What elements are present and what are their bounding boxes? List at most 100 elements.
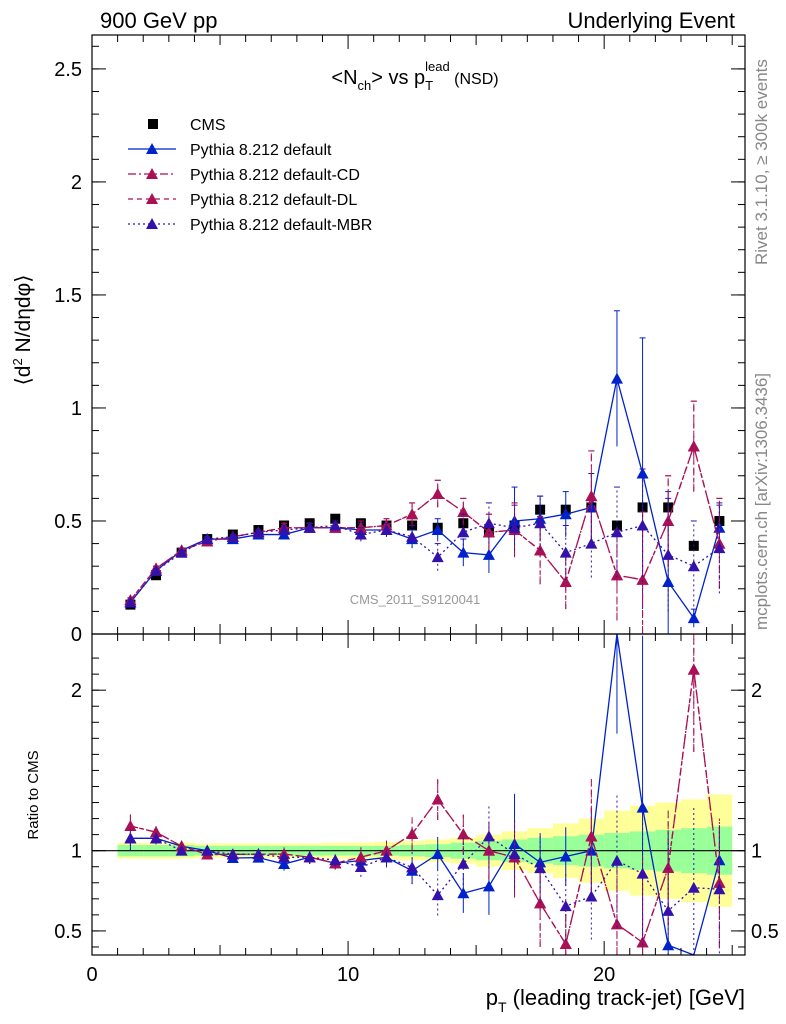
ratio-marker: [124, 832, 137, 844]
rivet-label: Rivet 3.1.10, ≥ 300k events: [752, 59, 771, 265]
series-line: [129, 444, 721, 601]
series-marker: [636, 573, 649, 585]
ratio-marker: [508, 848, 521, 860]
ratio-marker: [457, 828, 470, 840]
ratio-marker: [150, 832, 163, 844]
ratio-marker: [687, 881, 700, 893]
series-marker: [406, 530, 419, 542]
ratio-marker: [482, 880, 495, 892]
header-right: Underlying Event: [567, 8, 735, 33]
series-marker: [559, 576, 572, 588]
ratio-marker: [585, 890, 598, 902]
ratio-marker: [431, 889, 444, 901]
series-marker: [559, 508, 572, 520]
ratio-marker: [354, 861, 367, 873]
legend-marker: [146, 218, 158, 229]
series-marker: [380, 524, 393, 536]
ratio-marker: [278, 851, 291, 863]
series-marker: [482, 517, 495, 529]
series-marker: [687, 560, 700, 572]
ratio-marker: [406, 827, 419, 839]
series-line: [129, 444, 721, 601]
ratio-marker: [406, 861, 419, 873]
x-axis-label: pT (leading track-jet) [GeV]: [486, 985, 745, 1015]
series-marker: [252, 526, 265, 538]
series-marker: [610, 372, 623, 384]
ratio-marker: [559, 938, 572, 950]
ratio-tick-label: 0.5: [54, 921, 82, 943]
series-marker: [303, 521, 316, 533]
ratio-tick-label: 2: [71, 680, 82, 702]
ratio-tick-label-right: 1: [751, 841, 762, 863]
ratio-frame: [91, 633, 746, 956]
x-tick-label: 0: [86, 964, 97, 986]
ratio-marker: [329, 854, 342, 866]
ratio-marker: [380, 851, 393, 863]
ratio-tick-label-right: 0.5: [751, 921, 779, 943]
main-panel: 0 0.5 1 1.5 2 2.5: [54, 34, 746, 646]
ratio-panel: 0 10 20 0.5 0.5 1 1 2 2: [54, 633, 779, 986]
ratio-marker: [175, 844, 188, 856]
legend-label: Pythia 8.212 default-CD: [190, 167, 360, 184]
series-marker: [610, 569, 623, 581]
series-marker: [534, 517, 547, 529]
ratio-marker: [610, 854, 623, 866]
ratio-series-line: [130, 633, 721, 956]
y-tick-label: 2.5: [54, 59, 82, 81]
legend: CMS Pythia 8.212 default Pythia 8.212 defa…: [128, 117, 372, 234]
y-tick-label: 1.5: [54, 285, 82, 307]
series-marker: [278, 524, 291, 536]
y-tick-label: 1: [71, 398, 82, 420]
y-tick-label: 2: [71, 172, 82, 194]
x-tick-label: 10: [337, 964, 359, 986]
series-marker: [610, 526, 623, 538]
ratio-marker: [303, 851, 316, 863]
ratio-marker: [559, 900, 572, 912]
series-marker: [585, 537, 598, 549]
ratio-series-line: [130, 835, 720, 912]
ratio-marker: [636, 936, 649, 948]
series-marker: [329, 519, 342, 531]
series-marker: [662, 548, 675, 560]
ratio-marker: [559, 850, 572, 862]
series-marker: [508, 521, 521, 533]
series-marker: [559, 546, 572, 558]
series-marker: [585, 490, 598, 502]
ratio-marker: [662, 904, 675, 916]
cms-data-point: [330, 513, 341, 524]
ratio-marker: [482, 844, 495, 856]
ratio-marker: [201, 844, 214, 856]
series-marker: [662, 576, 675, 588]
x-tick-label: 20: [593, 964, 615, 986]
ratio-marker: [662, 861, 675, 873]
ratio-marker: [354, 851, 367, 863]
chart-title: <Nch> vs pTlead (NSD): [331, 59, 498, 93]
series-marker: [687, 440, 700, 452]
legend-cms-label: CMS: [190, 117, 226, 134]
ratio-y-axis-label: Ratio to CMS: [25, 750, 42, 839]
ratio-marker: [636, 867, 649, 879]
ratio-tick-label-right: 2: [751, 680, 762, 702]
series-marker: [431, 551, 444, 563]
y-axis-label: ⟨d2 N/dηdφ⟩: [10, 275, 35, 386]
series-marker: [406, 508, 419, 520]
ratio-marker: [431, 848, 444, 860]
series-marker: [354, 528, 367, 540]
ratio-marker: [226, 848, 239, 860]
ratio-marker: [380, 844, 393, 856]
ratio-marker: [636, 801, 649, 813]
ratio-marker: [482, 830, 495, 842]
series-marker: [175, 546, 188, 558]
series-marker: [687, 612, 700, 624]
series-line: [129, 378, 721, 620]
analysis-watermark: CMS_2011_S9120041: [350, 592, 481, 607]
legend-label: Pythia 8.212 default-DL: [190, 192, 357, 209]
series-marker: [482, 548, 495, 560]
y-tick-label: 0.5: [54, 511, 82, 533]
ratio-marker: [585, 830, 598, 842]
y-tick-label: 0: [71, 624, 82, 646]
series-marker: [713, 542, 726, 554]
legend-cms-marker: [148, 119, 158, 129]
ratio-marker: [124, 819, 137, 831]
